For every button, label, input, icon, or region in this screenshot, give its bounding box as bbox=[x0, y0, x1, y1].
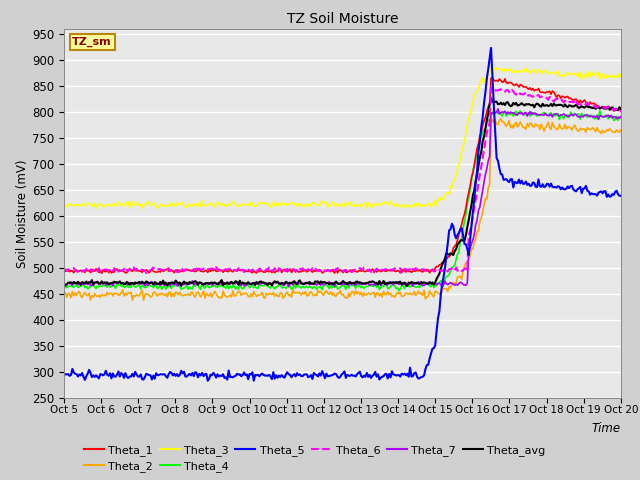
Theta_5 bbox=[467, 237, 474, 242]
Theta_1 bbox=[129, 268, 136, 274]
Theta_7 bbox=[241, 283, 249, 288]
Theta_5 bbox=[463, 246, 471, 252]
Theta_7 bbox=[410, 281, 418, 287]
Theta_4 bbox=[127, 284, 135, 290]
Line: Theta_4: Theta_4 bbox=[64, 110, 621, 291]
Theta_4 bbox=[60, 285, 68, 291]
Theta_3 bbox=[463, 122, 471, 128]
Y-axis label: Soil Moisture (mV): Soil Moisture (mV) bbox=[16, 159, 29, 268]
Theta_4 bbox=[412, 285, 419, 290]
Theta_3 bbox=[617, 73, 625, 79]
Line: Theta_6: Theta_6 bbox=[64, 88, 621, 273]
Theta_avg bbox=[127, 280, 135, 286]
Line: Theta_avg: Theta_avg bbox=[64, 97, 621, 286]
Theta_6 bbox=[617, 108, 625, 114]
Theta_6 bbox=[463, 268, 471, 274]
Theta_4 bbox=[281, 284, 289, 290]
Theta_6 bbox=[487, 85, 495, 91]
Theta_7 bbox=[617, 114, 625, 120]
Theta_1 bbox=[488, 74, 496, 80]
Theta_6 bbox=[467, 228, 474, 233]
Theta_5 bbox=[282, 372, 290, 377]
Theta_5 bbox=[204, 378, 212, 384]
Theta_6 bbox=[412, 265, 419, 271]
Theta_2 bbox=[60, 291, 68, 297]
Theta_5 bbox=[127, 373, 135, 379]
Theta_3 bbox=[129, 199, 136, 204]
Theta_2 bbox=[243, 291, 251, 297]
Line: Theta_7: Theta_7 bbox=[64, 109, 621, 287]
Theta_2 bbox=[467, 252, 474, 258]
Theta_2 bbox=[617, 127, 625, 133]
Theta_7 bbox=[463, 280, 471, 286]
Theta_2 bbox=[127, 289, 135, 295]
Theta_5 bbox=[243, 372, 251, 377]
Theta_avg bbox=[412, 280, 419, 286]
Theta_1 bbox=[617, 107, 625, 113]
Theta_avg bbox=[617, 106, 625, 112]
Theta_avg bbox=[487, 95, 495, 100]
Theta_2 bbox=[463, 260, 471, 266]
Theta_7 bbox=[281, 282, 289, 288]
Theta_6 bbox=[127, 267, 135, 273]
Theta_avg bbox=[60, 281, 68, 287]
Theta_2 bbox=[140, 297, 147, 303]
Theta_2 bbox=[497, 116, 504, 121]
Theta_5 bbox=[60, 372, 68, 378]
Theta_1 bbox=[282, 267, 290, 273]
Theta_7 bbox=[467, 245, 474, 251]
Theta_5 bbox=[412, 370, 419, 375]
Theta_avg bbox=[467, 209, 474, 215]
Title: TZ Soil Moisture: TZ Soil Moisture bbox=[287, 12, 398, 26]
Theta_1 bbox=[467, 183, 474, 189]
Legend: Theta_1, Theta_2, Theta_3, Theta_4, Theta_5, Theta_6, Theta_7, Theta_avg: Theta_1, Theta_2, Theta_3, Theta_4, Thet… bbox=[84, 444, 545, 472]
Line: Theta_5: Theta_5 bbox=[64, 48, 621, 381]
Theta_4 bbox=[463, 200, 471, 206]
Theta_4 bbox=[395, 288, 403, 294]
Theta_4 bbox=[467, 187, 474, 193]
Theta_7 bbox=[127, 281, 135, 287]
Theta_1 bbox=[98, 270, 106, 276]
Theta_6 bbox=[60, 267, 68, 273]
Theta_avg bbox=[403, 283, 411, 289]
Theta_1 bbox=[463, 196, 471, 202]
Theta_5 bbox=[487, 45, 495, 51]
Theta_3 bbox=[92, 205, 100, 211]
Line: Theta_3: Theta_3 bbox=[64, 68, 621, 208]
Theta_avg bbox=[281, 281, 289, 287]
Theta_4 bbox=[617, 114, 625, 120]
Theta_3 bbox=[490, 65, 498, 71]
Theta_avg bbox=[241, 280, 249, 286]
Line: Theta_2: Theta_2 bbox=[64, 119, 621, 300]
Theta_3 bbox=[282, 203, 290, 208]
Line: Theta_1: Theta_1 bbox=[64, 77, 621, 273]
Theta_7 bbox=[494, 106, 502, 112]
Theta_7 bbox=[60, 281, 68, 287]
Theta_6 bbox=[243, 267, 251, 273]
Theta_7 bbox=[438, 284, 446, 290]
Theta_6 bbox=[143, 270, 150, 276]
Theta_4 bbox=[490, 107, 498, 113]
Text: Time: Time bbox=[591, 422, 621, 435]
Theta_2 bbox=[282, 291, 290, 297]
Theta_1 bbox=[60, 266, 68, 272]
Theta_3 bbox=[467, 111, 474, 117]
Theta_6 bbox=[282, 268, 290, 274]
Theta_5 bbox=[617, 193, 625, 199]
Theta_3 bbox=[60, 202, 68, 207]
Theta_2 bbox=[412, 293, 419, 299]
Text: TZ_sm: TZ_sm bbox=[72, 37, 112, 47]
Theta_3 bbox=[243, 202, 251, 207]
Theta_4 bbox=[241, 282, 249, 288]
Theta_3 bbox=[412, 204, 419, 209]
Theta_1 bbox=[243, 268, 251, 274]
Theta_avg bbox=[463, 224, 471, 230]
Theta_1 bbox=[412, 268, 419, 274]
